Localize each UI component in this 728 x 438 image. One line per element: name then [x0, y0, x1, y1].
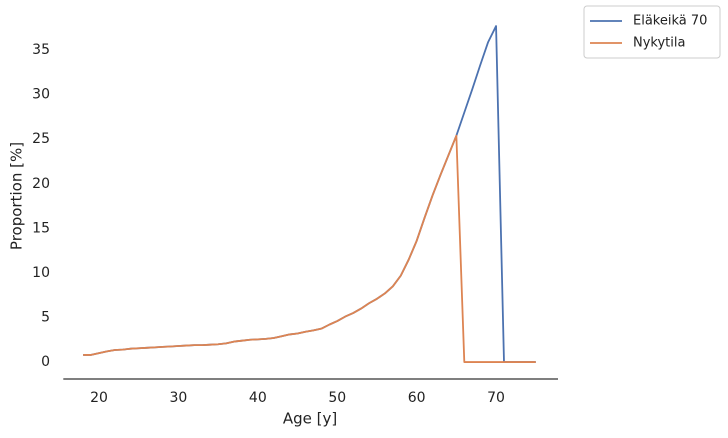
x-axis-title: Age [y] — [283, 410, 337, 428]
y-tick-label: 25 — [32, 131, 50, 147]
y-tick-label: 30 — [32, 87, 50, 103]
series-line — [83, 134, 536, 363]
series-line — [83, 25, 536, 363]
y-tick-label: 10 — [32, 265, 50, 281]
y-tick-label: 35 — [32, 42, 50, 58]
y-tick-label: 0 — [41, 354, 50, 370]
legend-box — [583, 5, 721, 59]
legend-label: Eläkeikä 70 — [633, 14, 707, 29]
y-tick-label: 5 — [41, 310, 50, 326]
x-tick-label: 70 — [487, 390, 505, 406]
y-tick-label: 20 — [32, 176, 50, 192]
x-tick-label: 20 — [90, 390, 108, 406]
x-tick-label: 30 — [170, 390, 188, 406]
y-axis-title: Proportion [%] — [8, 142, 26, 250]
y-tick-label: 15 — [32, 220, 50, 236]
x-tick-label: 60 — [408, 390, 426, 406]
legend-label: Nykytila — [633, 36, 685, 51]
x-tick-label: 50 — [328, 390, 346, 406]
x-tick-label: 40 — [249, 390, 267, 406]
